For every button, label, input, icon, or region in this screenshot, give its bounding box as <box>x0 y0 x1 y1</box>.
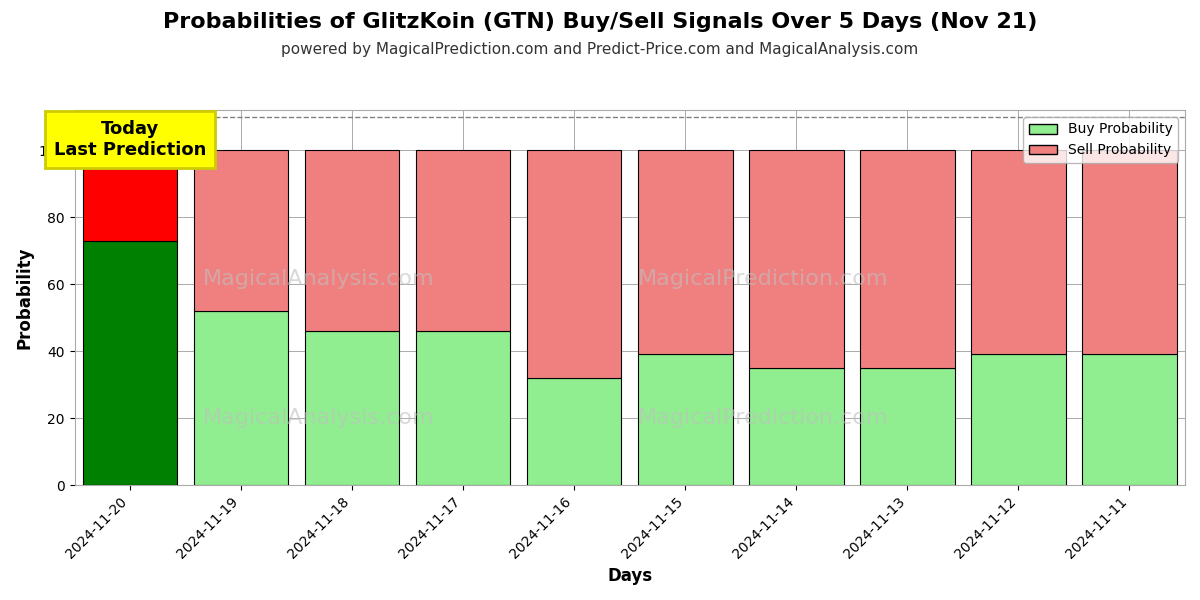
Bar <box>971 150 1066 355</box>
Text: MagicalPrediction.com: MagicalPrediction.com <box>638 269 888 289</box>
Text: Today
Last Prediction: Today Last Prediction <box>54 120 206 159</box>
Text: powered by MagicalPrediction.com and Predict-Price.com and MagicalAnalysis.com: powered by MagicalPrediction.com and Pre… <box>281 42 919 57</box>
X-axis label: Days: Days <box>607 567 653 585</box>
Bar <box>416 150 510 331</box>
Bar <box>83 150 178 241</box>
Bar <box>1082 150 1177 355</box>
Bar <box>83 241 178 485</box>
Bar <box>305 331 400 485</box>
Bar <box>638 150 732 355</box>
Bar <box>749 150 844 368</box>
Bar <box>971 355 1066 485</box>
Bar <box>527 150 622 378</box>
Bar <box>194 311 288 485</box>
Bar <box>416 331 510 485</box>
Bar <box>194 150 288 311</box>
Bar <box>1082 355 1177 485</box>
Text: MagicalAnalysis.com: MagicalAnalysis.com <box>203 407 434 428</box>
Legend: Buy Probability, Sell Probability: Buy Probability, Sell Probability <box>1024 117 1178 163</box>
Text: MagicalAnalysis.com: MagicalAnalysis.com <box>203 269 434 289</box>
Text: Probabilities of GlitzKoin (GTN) Buy/Sell Signals Over 5 Days (Nov 21): Probabilities of GlitzKoin (GTN) Buy/Sel… <box>163 12 1037 32</box>
Bar <box>749 368 844 485</box>
Bar <box>527 378 622 485</box>
Bar <box>860 150 955 368</box>
Bar <box>305 150 400 331</box>
Y-axis label: Probability: Probability <box>16 246 34 349</box>
Text: MagicalPrediction.com: MagicalPrediction.com <box>638 407 888 428</box>
Bar <box>638 355 732 485</box>
Bar <box>860 368 955 485</box>
